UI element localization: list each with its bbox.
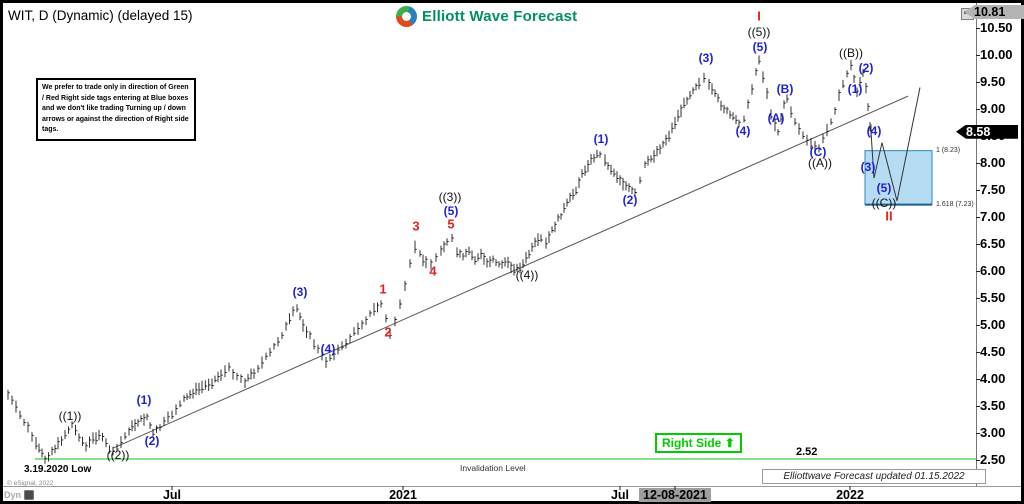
wave-label: (B) [776, 82, 794, 96]
price-axis-tick [976, 325, 980, 327]
wave-label: 1 [379, 281, 387, 297]
price-axis-tick [976, 352, 980, 354]
disclaimer-note: We prefer to trade only in direction of … [36, 78, 196, 141]
wave-label: (4) [735, 124, 751, 138]
time-axis-label: 2022 [836, 488, 864, 502]
fib-level-label: 1 (8.23) [936, 146, 961, 154]
price-axis-label: 3.50 [980, 398, 1006, 414]
price-axis-label: 10.00 [980, 47, 1013, 63]
time-axis-label: 12-08-2021 [639, 488, 711, 502]
time-axis-label: Jul [162, 488, 182, 502]
last-price-tag: 8.58 [956, 124, 1018, 139]
price-axis-tick [976, 460, 980, 462]
price-axis-label: 4.00 [980, 371, 1006, 387]
price-axis-tick [976, 433, 980, 435]
wave-label: ((5)) [747, 25, 771, 39]
price-axis-label: 2.50 [980, 452, 1006, 468]
time-axis-border [3, 486, 1021, 487]
price-axis-label: 9.50 [980, 74, 1006, 90]
wave-label: I [757, 8, 761, 24]
price-axis-tick [976, 217, 980, 219]
wave-label: (5) [752, 40, 768, 54]
time-axis-tick [619, 486, 621, 490]
price-axis-label: 7.00 [980, 209, 1006, 225]
wave-label: (3) [860, 160, 876, 174]
wave-label: ((C)) [871, 196, 897, 210]
price-axis-tick [976, 109, 980, 111]
dyn-button[interactable]: Dyn [4, 490, 35, 500]
wave-label: (5) [876, 181, 892, 195]
wave-label: (1) [847, 82, 863, 96]
wave-label: (A) [767, 111, 785, 125]
arrow-up-icon: ⬆ [724, 436, 735, 450]
price-axis-tick [976, 271, 980, 273]
wave-label: (3) [698, 51, 714, 65]
high-price-tag: 10.81 [964, 5, 1024, 19]
dyn-label: Dyn [4, 490, 22, 500]
updated-credit: Elliottwave Forecast updated 01.15.2022 [762, 469, 986, 484]
brand-logo-icon [396, 6, 417, 27]
wave-label: (1) [593, 132, 609, 146]
price-axis-tick [976, 298, 980, 300]
esignal-credit: © eSignal, 2022 [7, 480, 54, 487]
price-axis-label: 6.00 [980, 263, 1006, 279]
time-axis-tick [171, 486, 173, 490]
wave-label: 5 [447, 216, 455, 232]
invalidation-label: Invalidation Level [460, 463, 526, 473]
price-axis-tick [976, 163, 980, 165]
wave-label: (2) [622, 193, 638, 207]
price-axis-tick [976, 406, 980, 408]
wave-label: ((3)) [438, 190, 462, 204]
brand-logo: Elliott Wave Forecast [396, 6, 577, 27]
time-axis-tick [674, 486, 676, 490]
price-axis-label: 10.50 [980, 20, 1013, 36]
fib-level-label: 1.618 (7.23) [936, 200, 974, 208]
wave-label: ((A)) [808, 156, 832, 170]
price-axis-label: 3.00 [980, 425, 1006, 441]
price-axis-label: 5.00 [980, 317, 1006, 333]
time-axis-label: 2021 [389, 488, 417, 502]
symbol-title: WIT, D (Dynamic) (delayed 15) [8, 8, 193, 23]
right-side-label: Right Side [662, 436, 722, 450]
wave-label: 2 [384, 324, 392, 340]
wave-label: II [885, 208, 893, 224]
wave-label: 3 [412, 218, 420, 234]
price-axis-tick [976, 190, 980, 192]
invalidation-price: 2.52 [796, 446, 818, 458]
price-axis-label: 9.00 [980, 101, 1006, 117]
wave-label: ((4)) [515, 268, 539, 282]
right-side-badge: Right Side ⬆ [655, 433, 742, 453]
time-axis-tick [402, 486, 404, 490]
time-axis-tick [849, 486, 851, 490]
price-axis-label: 8.00 [980, 155, 1006, 171]
price-axis-tick [976, 244, 980, 246]
wave-label: (3) [292, 285, 308, 299]
price-axis-label: 4.50 [980, 344, 1006, 360]
wave-label: (2) [144, 434, 160, 448]
wave-label: (1) [136, 393, 152, 407]
wave-label: 4 [429, 263, 437, 279]
wave-label: ((2)) [106, 448, 130, 462]
price-axis-tick [976, 55, 980, 57]
low-annotation: 3.19.2020 Low [24, 464, 92, 475]
price-axis-tick [976, 82, 980, 84]
wave-label: ((1)) [58, 409, 82, 423]
price-axis-tick [976, 28, 980, 30]
wave-label: (2) [858, 61, 874, 75]
wave-label: ((B)) [839, 46, 863, 60]
dyn-icon [24, 490, 35, 500]
price-axis-label: 7.50 [980, 182, 1006, 198]
wave-label: (4) [320, 342, 336, 356]
time-axis-label: Jul [610, 488, 630, 502]
price-axis-label: 6.50 [980, 236, 1006, 252]
price-axis-label: 5.50 [980, 290, 1006, 306]
brand-name: Elliott Wave Forecast [422, 8, 578, 25]
price-axis-tick [976, 379, 980, 381]
wave-label: (4) [866, 124, 882, 138]
